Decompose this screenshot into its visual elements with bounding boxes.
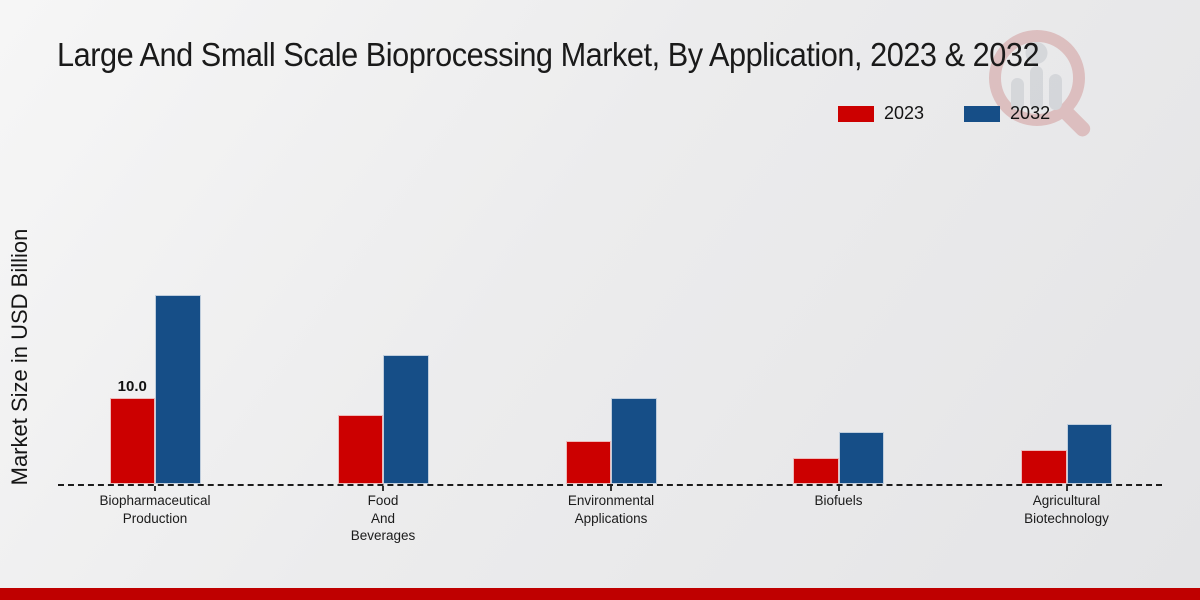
x-axis-baseline	[58, 484, 1162, 486]
category-label: Food And Beverages	[350, 493, 416, 543]
x-axis-tick	[610, 486, 612, 491]
category-label: Biofuels	[814, 493, 863, 508]
legend-swatch-2023	[838, 105, 874, 122]
bar-2032-biopharmaceutical-production	[155, 294, 201, 484]
bar-2032-food-and-beverages	[383, 355, 429, 484]
category-label: Agricultural Biotechnology	[1024, 493, 1109, 526]
bar-2023-food-and-beverages	[337, 415, 383, 484]
bar-2023-biofuels	[793, 458, 839, 484]
x-axis-tick	[1065, 486, 1068, 491]
category-label: Biopharmaceutical Production	[99, 493, 211, 526]
legend-label-2032: 2032	[1010, 103, 1051, 123]
legend-swatch-2032	[964, 105, 1001, 122]
bar-value-label: 10.0	[117, 378, 147, 395]
bar-2023-environmental-applications	[565, 441, 611, 484]
bar-2032-biofuels	[838, 432, 884, 484]
x-axis-tick	[837, 486, 840, 491]
bar-2032-environmental-applications	[611, 398, 657, 484]
footer-accent-bar	[0, 588, 1200, 600]
chart-title: Large And Small Scale Bioprocessing Mark…	[57, 36, 1040, 73]
market-research-future-logo-icon	[985, 26, 1097, 149]
legend-label-2023: 2023	[884, 103, 925, 123]
x-axis-tick	[154, 486, 156, 491]
x-axis-tick	[382, 486, 384, 491]
category-label: Environmental Applications	[567, 493, 655, 526]
legend-item-2032: 2032	[964, 103, 1050, 124]
legend-item-2023: 2023	[838, 103, 924, 124]
legend: 2023 2032	[838, 103, 1050, 124]
y-axis-label: Market Size in USD Billion	[7, 228, 32, 486]
bar-2023-biopharmaceutical-production	[109, 398, 155, 484]
bar-2032-agricultural-biotechnology	[1066, 423, 1112, 484]
bar-2023-agricultural-biotechnology	[1021, 449, 1067, 484]
